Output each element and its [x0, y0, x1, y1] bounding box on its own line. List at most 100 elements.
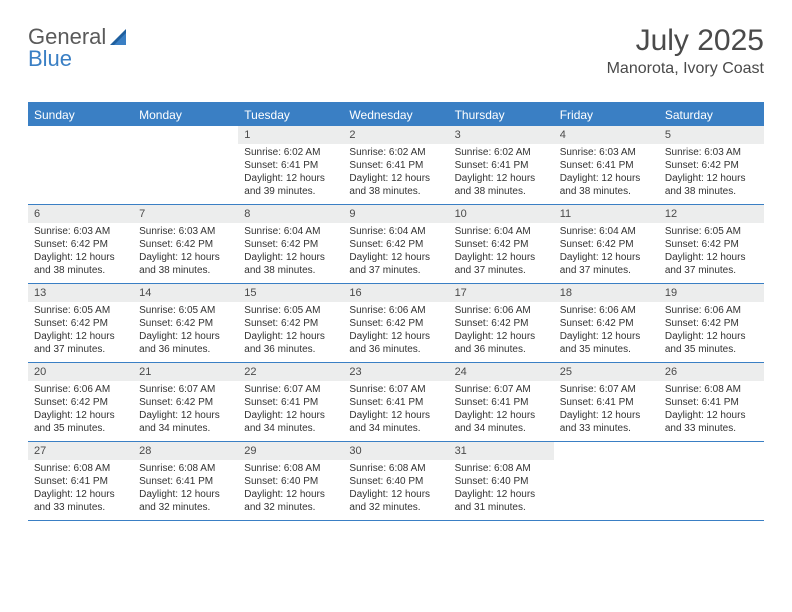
daylight-text: Daylight: 12 hours and 38 minutes.: [560, 172, 653, 198]
day-body: Sunrise: 6:07 AMSunset: 6:41 PMDaylight:…: [554, 381, 659, 439]
weeks-container: ..1Sunrise: 6:02 AMSunset: 6:41 PMDaylig…: [28, 126, 764, 521]
daylight-text: Daylight: 12 hours and 37 minutes.: [560, 251, 653, 277]
daylight-text: Daylight: 12 hours and 32 minutes.: [244, 488, 337, 514]
daylight-text: Daylight: 12 hours and 35 minutes.: [560, 330, 653, 356]
day-number: 29: [238, 442, 343, 460]
sunset-text: Sunset: 6:41 PM: [244, 396, 337, 409]
daylight-text: Daylight: 12 hours and 37 minutes.: [34, 330, 127, 356]
day-number: 11: [554, 205, 659, 223]
sunrise-text: Sunrise: 6:02 AM: [455, 146, 548, 159]
day-number: 27: [28, 442, 133, 460]
day-cell: 30Sunrise: 6:08 AMSunset: 6:40 PMDayligh…: [343, 442, 448, 520]
day-body: Sunrise: 6:04 AMSunset: 6:42 PMDaylight:…: [238, 223, 343, 281]
sunset-text: Sunset: 6:41 PM: [34, 475, 127, 488]
sunset-text: Sunset: 6:41 PM: [455, 396, 548, 409]
sunrise-text: Sunrise: 6:02 AM: [244, 146, 337, 159]
day-number: 16: [343, 284, 448, 302]
day-body: Sunrise: 6:03 AMSunset: 6:42 PMDaylight:…: [659, 144, 764, 202]
day-cell: 13Sunrise: 6:05 AMSunset: 6:42 PMDayligh…: [28, 284, 133, 362]
sunrise-text: Sunrise: 6:02 AM: [349, 146, 442, 159]
day-cell: 19Sunrise: 6:06 AMSunset: 6:42 PMDayligh…: [659, 284, 764, 362]
day-body: Sunrise: 6:04 AMSunset: 6:42 PMDaylight:…: [449, 223, 554, 281]
day-body: Sunrise: 6:08 AMSunset: 6:41 PMDaylight:…: [133, 460, 238, 518]
daylight-text: Daylight: 12 hours and 34 minutes.: [455, 409, 548, 435]
sunrise-text: Sunrise: 6:04 AM: [349, 225, 442, 238]
day-cell: 8Sunrise: 6:04 AMSunset: 6:42 PMDaylight…: [238, 205, 343, 283]
day-number: 10: [449, 205, 554, 223]
daylight-text: Daylight: 12 hours and 38 minutes.: [244, 251, 337, 277]
sunrise-text: Sunrise: 6:05 AM: [34, 304, 127, 317]
day-number: 4: [554, 126, 659, 144]
day-body: Sunrise: 6:06 AMSunset: 6:42 PMDaylight:…: [28, 381, 133, 439]
sunrise-text: Sunrise: 6:08 AM: [455, 462, 548, 475]
title-block: July 2025 Manorota, Ivory Coast: [607, 24, 764, 78]
sunset-text: Sunset: 6:41 PM: [455, 159, 548, 172]
daylight-text: Daylight: 12 hours and 36 minutes.: [349, 330, 442, 356]
day-body: Sunrise: 6:03 AMSunset: 6:42 PMDaylight:…: [28, 223, 133, 281]
daylight-text: Daylight: 12 hours and 34 minutes.: [244, 409, 337, 435]
sunrise-text: Sunrise: 6:07 AM: [455, 383, 548, 396]
day-body: Sunrise: 6:06 AMSunset: 6:42 PMDaylight:…: [554, 302, 659, 360]
day-body: Sunrise: 6:02 AMSunset: 6:41 PMDaylight:…: [449, 144, 554, 202]
day-number: 14: [133, 284, 238, 302]
daylight-text: Daylight: 12 hours and 37 minutes.: [665, 251, 758, 277]
sunrise-text: Sunrise: 6:04 AM: [560, 225, 653, 238]
day-cell: 10Sunrise: 6:04 AMSunset: 6:42 PMDayligh…: [449, 205, 554, 283]
day-number: 24: [449, 363, 554, 381]
sunrise-text: Sunrise: 6:06 AM: [349, 304, 442, 317]
day-body: Sunrise: 6:06 AMSunset: 6:42 PMDaylight:…: [659, 302, 764, 360]
sunset-text: Sunset: 6:42 PM: [349, 317, 442, 330]
day-number: 1: [238, 126, 343, 144]
sunset-text: Sunset: 6:41 PM: [244, 159, 337, 172]
daylight-text: Daylight: 12 hours and 36 minutes.: [455, 330, 548, 356]
day-cell: 16Sunrise: 6:06 AMSunset: 6:42 PMDayligh…: [343, 284, 448, 362]
day-cell: 9Sunrise: 6:04 AMSunset: 6:42 PMDaylight…: [343, 205, 448, 283]
day-cell: 7Sunrise: 6:03 AMSunset: 6:42 PMDaylight…: [133, 205, 238, 283]
day-header-saturday: Saturday: [659, 104, 764, 126]
day-body: Sunrise: 6:04 AMSunset: 6:42 PMDaylight:…: [343, 223, 448, 281]
day-body: Sunrise: 6:05 AMSunset: 6:42 PMDaylight:…: [238, 302, 343, 360]
day-body: Sunrise: 6:08 AMSunset: 6:41 PMDaylight:…: [659, 381, 764, 439]
sunrise-text: Sunrise: 6:05 AM: [665, 225, 758, 238]
day-body: Sunrise: 6:06 AMSunset: 6:42 PMDaylight:…: [343, 302, 448, 360]
day-number: 30: [343, 442, 448, 460]
daylight-text: Daylight: 12 hours and 32 minutes.: [139, 488, 232, 514]
sunset-text: Sunset: 6:42 PM: [139, 317, 232, 330]
day-header-thursday: Thursday: [449, 104, 554, 126]
daylight-text: Daylight: 12 hours and 39 minutes.: [244, 172, 337, 198]
sunrise-text: Sunrise: 6:03 AM: [34, 225, 127, 238]
day-cell: 18Sunrise: 6:06 AMSunset: 6:42 PMDayligh…: [554, 284, 659, 362]
day-number: 5: [659, 126, 764, 144]
day-body: Sunrise: 6:05 AMSunset: 6:42 PMDaylight:…: [659, 223, 764, 281]
day-cell: 1 Sunrise: 6:02 AMSunset: 6:41 PMDaylight…: [238, 126, 343, 204]
sunset-text: Sunset: 6:42 PM: [665, 238, 758, 251]
daylight-text: Daylight: 12 hours and 33 minutes.: [560, 409, 653, 435]
day-body: Sunrise: 6:05 AMSunset: 6:42 PMDaylight:…: [28, 302, 133, 360]
sunset-text: Sunset: 6:40 PM: [455, 475, 548, 488]
day-cell: 14Sunrise: 6:05 AMSunset: 6:42 PMDayligh…: [133, 284, 238, 362]
daylight-text: Daylight: 12 hours and 38 minutes.: [34, 251, 127, 277]
day-number: 12: [659, 205, 764, 223]
sunset-text: Sunset: 6:42 PM: [244, 238, 337, 251]
sunrise-text: Sunrise: 6:08 AM: [349, 462, 442, 475]
day-cell: 4Sunrise: 6:03 AMSunset: 6:41 PMDaylight…: [554, 126, 659, 204]
sunset-text: Sunset: 6:42 PM: [244, 317, 337, 330]
sunset-text: Sunset: 6:41 PM: [560, 396, 653, 409]
sunrise-text: Sunrise: 6:08 AM: [244, 462, 337, 475]
day-cell: .: [28, 126, 133, 204]
sunrise-text: Sunrise: 6:07 AM: [560, 383, 653, 396]
day-cell: 26Sunrise: 6:08 AMSunset: 6:41 PMDayligh…: [659, 363, 764, 441]
sunset-text: Sunset: 6:41 PM: [139, 475, 232, 488]
day-cell: 12Sunrise: 6:05 AMSunset: 6:42 PMDayligh…: [659, 205, 764, 283]
daylight-text: Daylight: 12 hours and 38 minutes.: [665, 172, 758, 198]
day-cell: 29Sunrise: 6:08 AMSunset: 6:40 PMDayligh…: [238, 442, 343, 520]
day-body: [28, 144, 133, 150]
day-cell: 3Sunrise: 6:02 AMSunset: 6:41 PMDaylight…: [449, 126, 554, 204]
week-row: ..1Sunrise: 6:02 AMSunset: 6:41 PMDaylig…: [28, 126, 764, 205]
day-body: Sunrise: 6:05 AMSunset: 6:42 PMDaylight:…: [133, 302, 238, 360]
day-cell: 28Sunrise: 6:08 AMSunset: 6:41 PMDayligh…: [133, 442, 238, 520]
day-body: [659, 460, 764, 466]
day-body: Sunrise: 6:02 AMSunset: 6:41 PMDaylight:…: [343, 144, 448, 202]
daylight-text: Daylight: 12 hours and 38 minutes.: [139, 251, 232, 277]
day-body: Sunrise: 6:08 AMSunset: 6:41 PMDaylight:…: [28, 460, 133, 518]
